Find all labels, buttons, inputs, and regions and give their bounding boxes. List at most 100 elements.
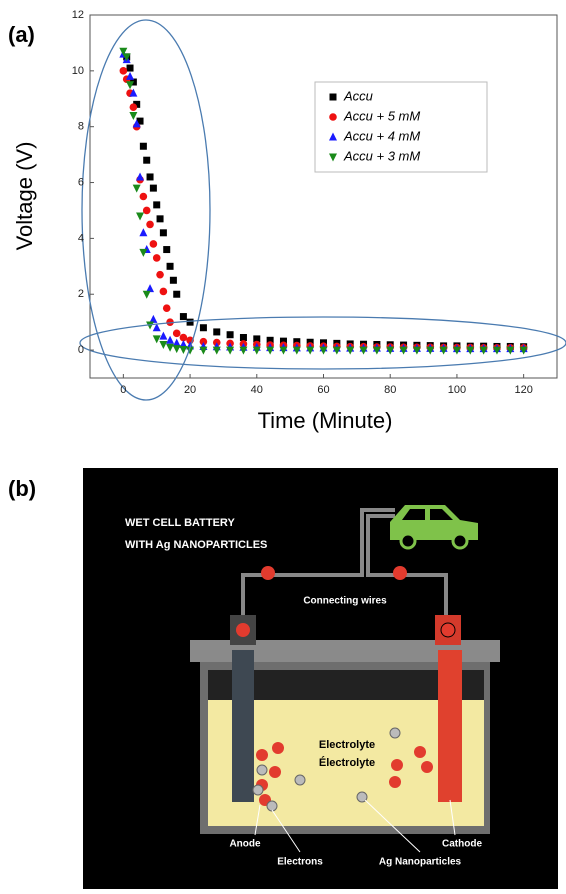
data-point	[466, 346, 475, 355]
data-point	[226, 331, 234, 339]
y-tick-label: 0	[78, 344, 84, 356]
y-tick-label: 12	[72, 9, 84, 21]
x-tick-label: 20	[184, 384, 196, 396]
data-point	[146, 321, 155, 330]
data-point	[159, 287, 168, 296]
annotation-ellipse	[81, 19, 211, 401]
data-point	[519, 346, 528, 355]
legend-label: Accu + 3 mM	[343, 148, 420, 163]
data-point	[132, 119, 141, 128]
legend-label: Accu + 5 mM	[343, 108, 420, 123]
data-point	[332, 346, 341, 355]
diagram-title: WITH Ag NANOPARTICLES	[125, 539, 267, 551]
electrolyte-label: Électrolyte	[319, 756, 375, 769]
data-point	[159, 331, 168, 340]
data-point	[149, 184, 157, 192]
data-point	[172, 329, 181, 338]
nanoparticles-label: Ag Nanoparticles	[379, 857, 462, 868]
data-point	[136, 172, 145, 181]
data-point	[149, 314, 158, 323]
data-point	[142, 206, 151, 215]
data-point	[179, 333, 188, 342]
data-point	[133, 100, 141, 108]
data-point	[129, 112, 138, 121]
data-point	[492, 346, 501, 355]
legend-marker	[329, 132, 337, 141]
data-point	[142, 290, 151, 299]
legend-entry: Accu + 3 mM	[329, 148, 420, 163]
data-point	[239, 346, 248, 355]
data-point	[139, 142, 147, 150]
data-point	[186, 346, 195, 355]
data-point	[139, 228, 148, 237]
data-point	[153, 201, 161, 209]
data-point	[212, 346, 221, 355]
y-tick-label: 4	[78, 232, 84, 244]
data-point	[186, 318, 194, 326]
legend-entry: Accu + 5 mM	[329, 108, 420, 123]
legend-marker	[329, 113, 337, 121]
battery-lid	[190, 640, 500, 662]
data-point	[199, 324, 207, 332]
data-point	[266, 346, 275, 355]
data-point	[399, 346, 408, 355]
data-point	[279, 337, 287, 345]
data-point	[152, 335, 161, 344]
y-tick-label: 2	[78, 288, 84, 300]
data-point	[253, 335, 261, 343]
data-point	[199, 337, 208, 346]
data-point	[199, 346, 208, 355]
annotation-ellipse	[79, 316, 566, 370]
data-point	[143, 156, 151, 164]
data-point	[239, 334, 247, 342]
x-tick-label: 120	[514, 384, 532, 396]
data-point	[156, 270, 164, 279]
legend-marker	[329, 153, 337, 162]
panel-label: (b)	[8, 476, 36, 501]
diagram-title: WET CELL BATTERY	[125, 517, 235, 529]
data-point	[136, 117, 144, 125]
data-point	[119, 47, 128, 56]
data-point	[162, 304, 171, 312]
x-tick-label: 0	[120, 384, 126, 396]
data-point	[372, 346, 381, 355]
nanoparticles	[252, 727, 401, 812]
y-axis-label: Voltage (V)	[12, 142, 37, 251]
data-point	[172, 338, 181, 347]
x-tick-label: 60	[317, 384, 329, 396]
data-point	[126, 71, 135, 80]
data-point	[146, 173, 154, 181]
data-point	[319, 346, 328, 355]
data-point	[139, 248, 148, 257]
data-point	[452, 346, 461, 355]
cathode	[438, 650, 462, 802]
data-point	[412, 346, 421, 355]
data-point	[292, 346, 301, 355]
data-point	[126, 64, 134, 72]
data-point	[293, 338, 301, 346]
data-point	[173, 290, 181, 298]
data-point	[306, 346, 315, 355]
anode	[232, 650, 254, 802]
data-point	[149, 240, 158, 248]
data-point	[179, 339, 188, 348]
wires-label: Connecting wires	[303, 596, 387, 607]
data-point	[179, 346, 188, 355]
data-point	[166, 262, 174, 270]
legend-entry: Accu + 4 mM	[329, 128, 420, 143]
anode-label: Anode	[229, 839, 261, 850]
legend-marker	[329, 93, 337, 101]
data-point	[166, 343, 175, 352]
data-point	[213, 328, 221, 336]
legend-box	[314, 81, 488, 173]
data-point	[386, 346, 395, 355]
x-tick-label: 100	[448, 384, 466, 396]
data-point	[506, 346, 515, 355]
legend-label: Accu + 4 mM	[343, 128, 420, 143]
data-point	[172, 345, 181, 354]
data-point	[346, 346, 355, 355]
data-point	[146, 284, 155, 293]
x-tick-label: 40	[251, 384, 263, 396]
